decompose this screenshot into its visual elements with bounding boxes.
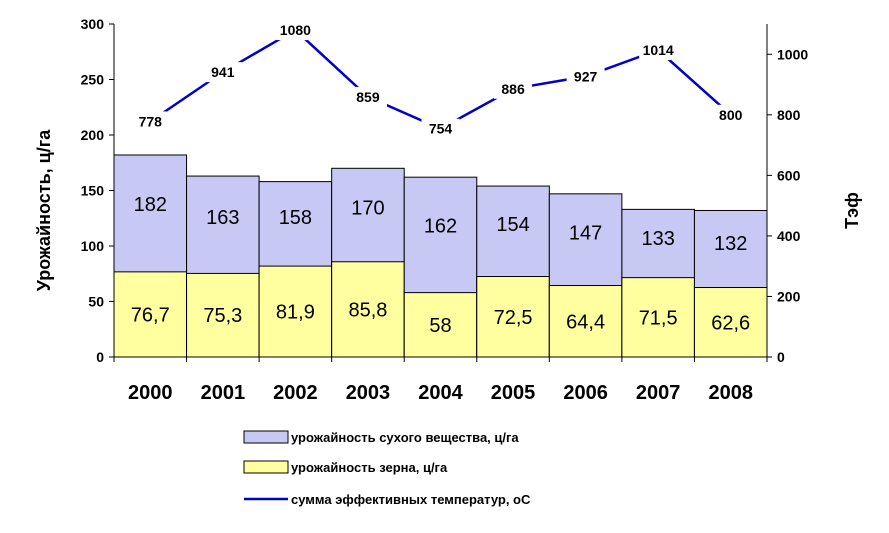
legend-label-temperature: сумма эффективных температур, оС — [291, 492, 531, 507]
label-dry-2003: 170 — [351, 198, 384, 220]
plot-area: 182 76,7 163 75,3 158 81,9 170 85,8 162 58 154 72,5… — [34, 16, 862, 404]
line-label-bg-2007 — [639, 40, 678, 61]
label-grain-2007: 71,5 — [639, 307, 678, 329]
bar-grain-2003 — [331, 261, 405, 358]
line-label-2002: 1080 — [280, 22, 311, 38]
line-label-2000: 778 — [139, 113, 163, 129]
bar-grain-2006 — [548, 285, 623, 358]
y-tick-label-250: 250 — [81, 72, 105, 88]
label-dry-2005: 154 — [496, 214, 529, 236]
bar-grain-2000 — [113, 271, 188, 358]
label-dry-2007: 133 — [641, 228, 674, 250]
legend: урожайность сухого вещества, ц/га урожайн… — [243, 430, 531, 507]
line-label-2007: 1014 — [643, 42, 674, 58]
line-label-bg-2008 — [711, 104, 750, 125]
line-label-2005: 886 — [501, 81, 525, 97]
x-tick-label-2007: 2007 — [636, 382, 681, 404]
label-grain-2003: 85,8 — [348, 299, 387, 321]
line-label-2008: 800 — [719, 107, 743, 123]
x-tick-label-2000: 2000 — [128, 382, 173, 404]
x-tick-label-2006: 2006 — [563, 382, 608, 404]
line-label-bg-2001 — [203, 62, 242, 83]
y2-tick-label-0: 0 — [777, 349, 785, 365]
bar-grain-2005 — [476, 276, 550, 358]
label-grain-2001: 75,3 — [203, 305, 242, 327]
line-label-2003: 859 — [356, 89, 380, 105]
legend-swatch-dry — [243, 430, 289, 444]
label-grain-2006: 64,4 — [566, 311, 605, 333]
x-tick-label-2002: 2002 — [273, 382, 318, 404]
bar-grain-2002 — [258, 265, 333, 358]
y2-tick-label-400: 400 — [777, 228, 801, 244]
label-dry-2001: 163 — [206, 207, 239, 229]
label-grain-2002: 81,9 — [276, 302, 315, 324]
x-tick-label-2004: 2004 — [418, 382, 463, 404]
x-tick-label-2003: 2003 — [346, 382, 391, 404]
x-tick-label-2005: 2005 — [491, 382, 536, 404]
legend-swatch-grain — [243, 460, 289, 474]
bar-grain-2007 — [621, 277, 695, 358]
y-tick-label-200: 200 — [81, 127, 105, 143]
line-label-2006: 927 — [574, 68, 598, 84]
label-dry-2004: 162 — [424, 216, 457, 238]
y2-tick-label-200: 200 — [777, 288, 801, 304]
y-tick-label-300: 300 — [81, 16, 105, 32]
legend-label-grain: урожайность зерна, ц/га — [291, 460, 448, 475]
y2-tick-label-1000: 1000 — [777, 46, 808, 62]
label-dry-2006: 147 — [569, 222, 602, 244]
y2-tick-label-600: 600 — [777, 167, 801, 183]
line-label-bg-2003 — [348, 86, 387, 107]
label-dry-2008: 132 — [714, 233, 747, 255]
x-tick-label-2001: 2001 — [201, 382, 246, 404]
y2-tick-label-800: 800 — [777, 107, 801, 123]
label-grain-2004: 58 — [429, 315, 451, 337]
y-tick-label-100: 100 — [81, 238, 105, 254]
y-tick-label-0: 0 — [96, 349, 104, 365]
bar-grain-2001 — [186, 272, 260, 358]
line-label-bg-2002 — [276, 20, 315, 41]
label-grain-2000: 76,7 — [131, 304, 170, 326]
line-label-bg-2005 — [494, 78, 533, 99]
label-grain-2008: 62,6 — [711, 312, 750, 334]
y2-axis-title: Тэф — [842, 192, 862, 229]
line-label-2004: 754 — [429, 121, 453, 137]
label-dry-2002: 158 — [279, 207, 312, 229]
x-tick-label-2008: 2008 — [708, 382, 753, 404]
bar-grain-2004 — [403, 292, 478, 358]
legend-label-dry: урожайность сухого вещества, ц/га — [291, 430, 519, 445]
line-label-2001: 941 — [211, 64, 235, 80]
line-label-bg-2000 — [131, 111, 170, 132]
label-grain-2005: 72,5 — [494, 307, 533, 329]
bar-grain-2008 — [693, 287, 768, 358]
line-label-bg-2004 — [421, 118, 460, 139]
y-tick-label-150: 150 — [81, 183, 105, 199]
y-tick-label-50: 50 — [88, 294, 104, 310]
label-dry-2000: 182 — [134, 194, 167, 216]
line-label-bg-2006 — [566, 66, 605, 87]
y-axis-title: Урожайность, ц/га — [34, 129, 54, 291]
